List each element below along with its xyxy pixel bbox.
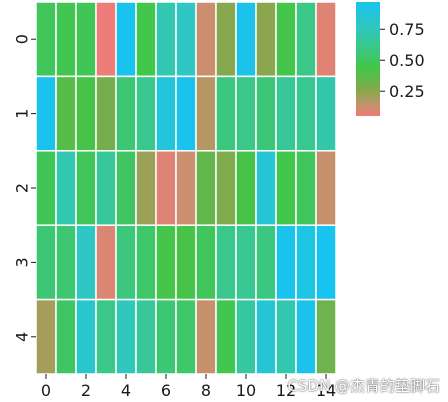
heatmap-cell-r2-c13 (295, 150, 317, 226)
x-tick-label: 12 (276, 381, 296, 400)
heatmap-cell-r1-c8 (195, 75, 217, 152)
heatmap-cell-r1-c1 (55, 75, 77, 152)
heatmap-cell-r0-c8 (195, 1, 217, 78)
heatmap-cell-r1-c7 (175, 75, 197, 152)
heatmap-cell-r4-c14 (315, 298, 337, 375)
colorbar-tick-label: 0.75 (389, 20, 425, 39)
heatmap-cell-r2-c0 (35, 150, 57, 226)
heatmap-cell-r4-c2 (75, 298, 97, 375)
heatmap-cell-r0-c2 (75, 1, 97, 78)
heatmap-cell-r4-c3 (95, 298, 117, 375)
heatmap-cell-r4-c8 (195, 298, 217, 375)
heatmap-cell-r2-c1 (55, 150, 77, 226)
heatmap-cell-r0-c13 (295, 1, 317, 78)
heatmap-cell-r2-c12 (275, 150, 297, 226)
heatmap-cell-r3-c11 (255, 224, 277, 301)
heatmap-cell-r3-c1 (55, 224, 77, 301)
heatmap-cell-r0-c5 (135, 1, 157, 78)
heatmap-cell-r4-c7 (175, 298, 197, 375)
heatmap-cell-r1-c9 (215, 75, 237, 152)
heatmap-cell-r0-c10 (235, 1, 257, 78)
heatmap-cell-r4-c9 (215, 298, 237, 375)
heatmap-cell-r3-c10 (235, 224, 257, 301)
y-axis: 0 1 2 3 4 (13, 34, 36, 342)
heatmap-cell-r2-c14 (315, 150, 337, 226)
y-tick-label: 3 (13, 257, 32, 267)
x-axis: 0 2 4 6 8 10 12 14 (41, 374, 336, 400)
heatmap-cell-r3-c4 (115, 224, 137, 301)
heatmap-cell-r1-c6 (155, 75, 177, 152)
heatmap-cell-r1-c14 (315, 75, 337, 152)
heatmap-cell-r3-c14 (315, 224, 337, 301)
heatmap-cell-r0-c6 (155, 1, 177, 78)
heatmap-cell-r2-c9 (215, 150, 237, 226)
heatmap-cell-r3-c5 (135, 224, 157, 301)
heatmap-cell-r4-c0 (35, 298, 57, 375)
heatmap-cell-r3-c3 (95, 224, 117, 301)
colorbar-gradient (356, 2, 380, 116)
heatmap-cell-r0-c12 (275, 1, 297, 78)
heatmap-cell-r4-c4 (115, 298, 137, 375)
heatmap-cell-r1-c0 (35, 75, 57, 152)
heatmap-cell-r1-c11 (255, 75, 277, 152)
heatmap-cell-r3-c9 (215, 224, 237, 301)
heatmap-cell-r1-c10 (235, 75, 257, 152)
heatmap-cell-r1-c12 (275, 75, 297, 152)
x-tick-label: 0 (41, 381, 51, 400)
heatmap-cell-r0-c3 (95, 1, 117, 78)
heatmap-cell-r2-c2 (75, 150, 97, 226)
x-tick-label: 10 (236, 381, 256, 400)
watermark-text: CSDN @杰青的垫脚石 (287, 377, 440, 395)
heatmap-cell-r1-c3 (95, 75, 117, 152)
heatmap-cell-r2-c11 (255, 150, 277, 226)
heatmap-cell-r2-c4 (115, 150, 137, 226)
colorbar-tick-label: 0.50 (389, 51, 425, 70)
heatmap-cell-r0-c0 (35, 1, 57, 78)
x-tick-label: 8 (201, 381, 211, 400)
heatmap-cell-r4-c13 (295, 298, 317, 375)
heatmap-cell-r2-c7 (175, 150, 197, 226)
heatmap-cell-r0-c9 (215, 1, 237, 78)
y-tick-label: 0 (13, 34, 32, 44)
heatmap-cell-r3-c8 (195, 224, 217, 301)
x-tick-label: 4 (121, 381, 131, 400)
heatmap-cell-r4-c10 (235, 298, 257, 375)
heatmap-cell-r0-c14 (315, 1, 337, 78)
heatmap-cell-r1-c5 (135, 75, 157, 152)
colorbar-tick-label: 0.25 (389, 82, 425, 101)
heatmap-cell-r2-c6 (155, 150, 177, 226)
heatmap-cell-r4-c5 (135, 298, 157, 375)
heatmap-cell-r0-c4 (115, 1, 137, 78)
heatmap-cell-r4-c1 (55, 298, 77, 375)
heatmap-cell-r0-c11 (255, 1, 277, 78)
heatmap-cell-r4-c11 (255, 298, 277, 375)
heatmap-cell-r3-c0 (35, 224, 57, 301)
heatmap-cell-r2-c10 (235, 150, 257, 226)
heatmap-cell-r0-c7 (175, 1, 197, 78)
heatmap-cells (35, 1, 337, 375)
y-tick-label: 4 (13, 332, 32, 342)
heatmap-cell-r3-c12 (275, 224, 297, 301)
x-tick-label: 6 (161, 381, 171, 400)
heatmap-cell-r3-c13 (295, 224, 317, 301)
y-tick-label: 2 (13, 183, 32, 193)
heatmap-cell-r2-c3 (95, 150, 117, 226)
heatmap-cell-r0-c1 (55, 1, 77, 78)
heatmap-cell-r4-c12 (275, 298, 297, 375)
heatmap-cell-r1-c2 (75, 75, 97, 152)
y-tick-label: 1 (13, 109, 32, 119)
heatmap-cell-r1-c13 (295, 75, 317, 152)
heatmap-cell-r3-c2 (75, 224, 97, 301)
x-tick-label: 2 (81, 381, 91, 400)
heatmap-cell-r4-c6 (155, 298, 177, 375)
x-tick-label: 14 (316, 381, 336, 400)
heatmap-cell-r3-c6 (155, 224, 177, 301)
heatmap-cell-r2-c8 (195, 150, 217, 226)
heatmap-cell-r3-c7 (175, 224, 197, 301)
heatmap-cell-r2-c5 (135, 150, 157, 226)
heatmap-cell-r1-c4 (115, 75, 137, 152)
colorbar: 0.25 0.50 0.75 (356, 2, 425, 116)
